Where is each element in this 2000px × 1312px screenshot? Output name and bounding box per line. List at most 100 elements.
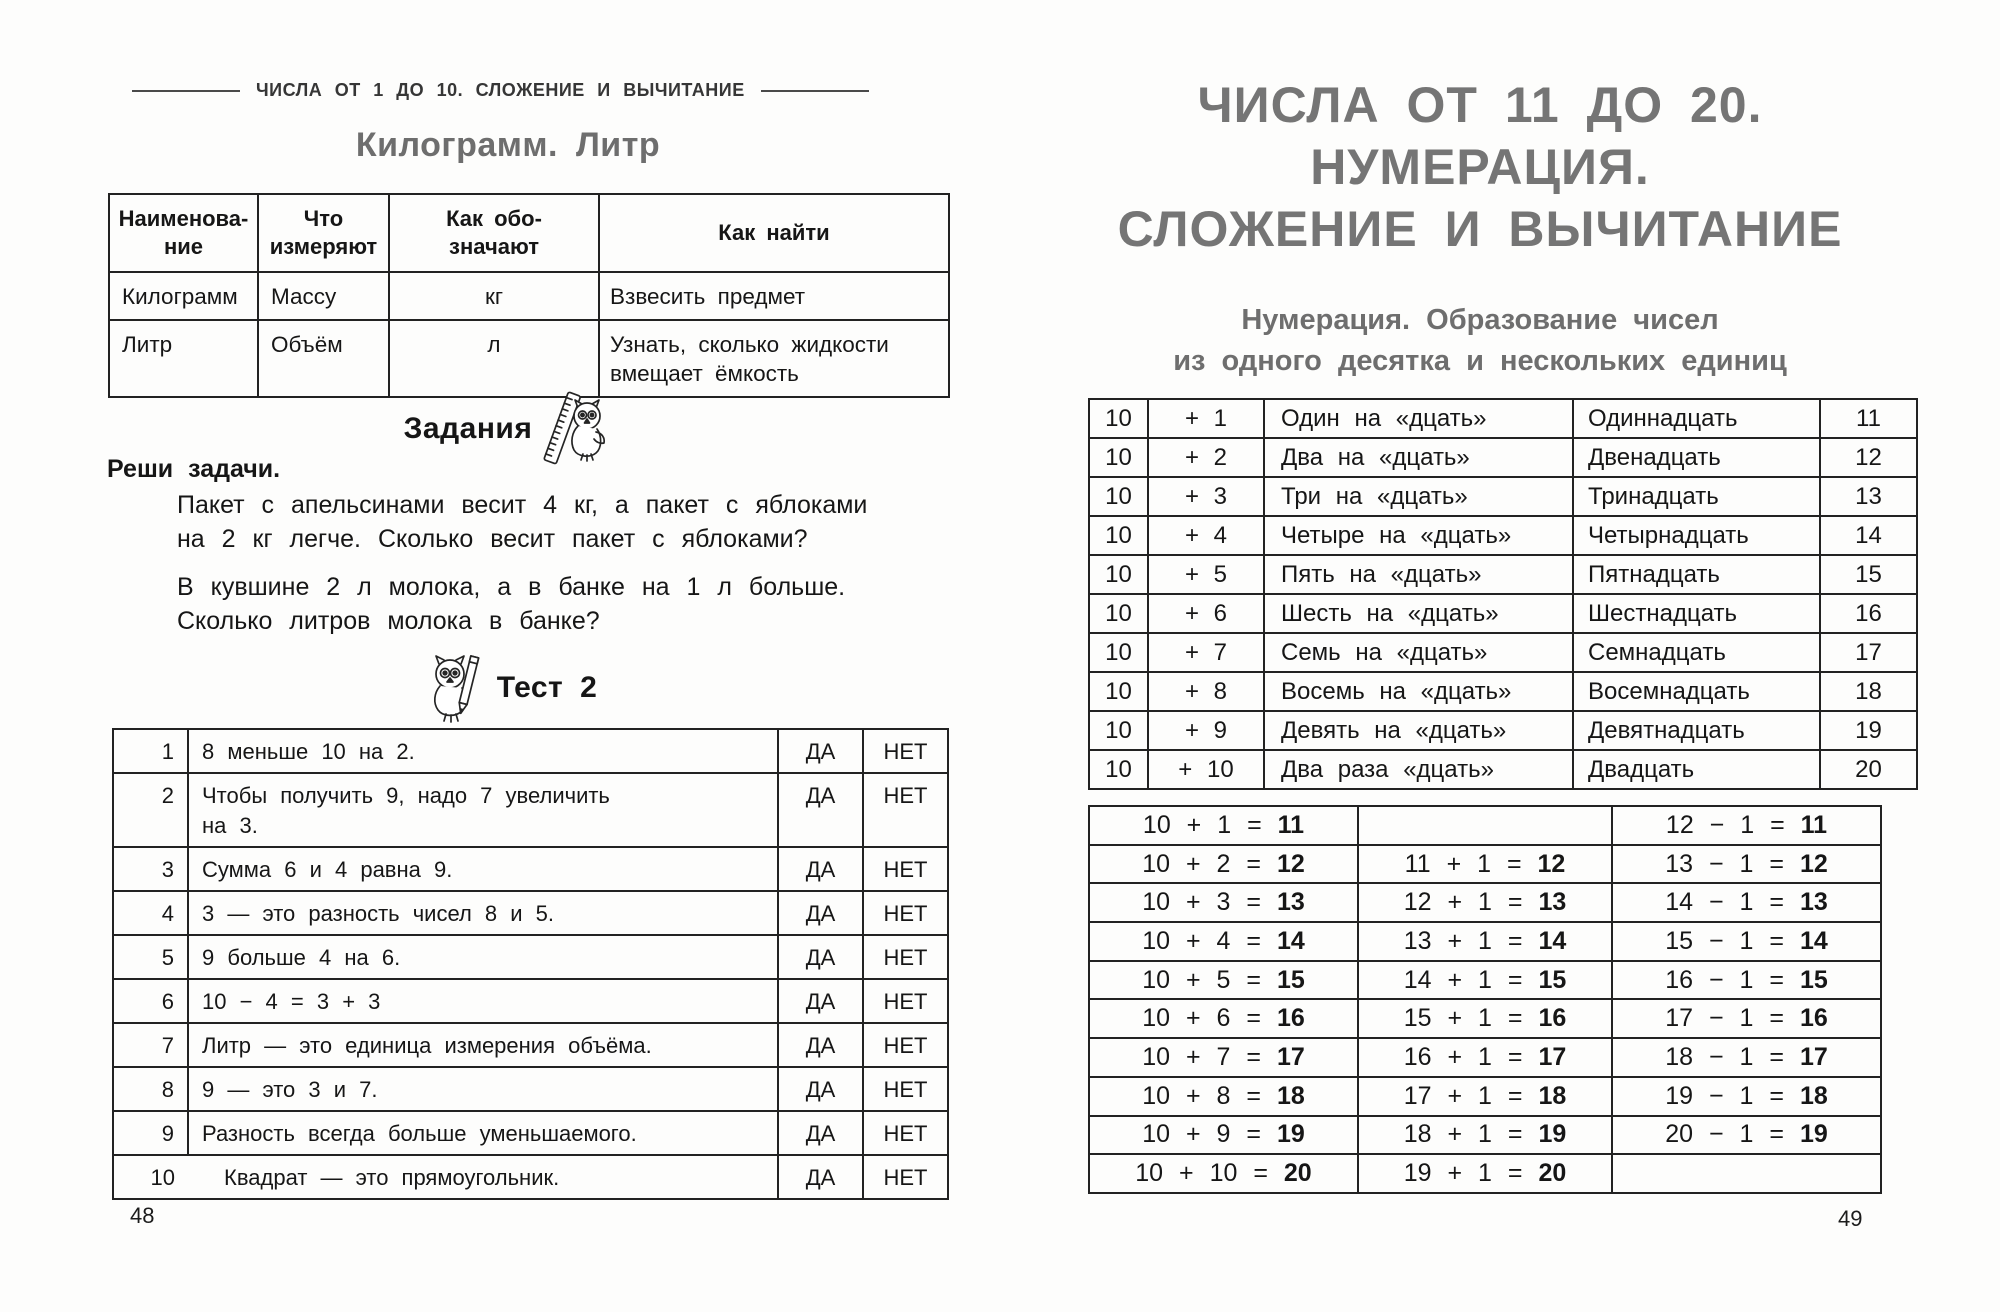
numeration-cell: Четыре на «дцать» [1263,515,1574,556]
numeration-cell: 12 [1819,437,1918,478]
equations-table: 10 + 1 = 11 12 − 1 = 11 10 + 2 = 12 11 + 1 … [1088,805,1882,1194]
numeration-row: 10 + 8 Восемь на «дцать» Восемнадцать 18 [1088,671,1918,712]
test-row-number: 5 [112,934,189,980]
equation-cell: 18 + 1 = 19 [1357,1114,1613,1156]
numeration-cell: Пятнадцать [1572,554,1821,595]
test-row-number: 8 [112,1066,189,1112]
numeration-cell: Семь на «дцать» [1263,632,1574,673]
equation-cell: 11 + 1 = 12 [1357,843,1613,885]
numeration-cell: 11 [1819,398,1918,439]
yes-cell: ДА [777,890,864,936]
measures-cell: Взвесить предмет [598,271,950,321]
numeration-row: 10 + 7 Семь на «дцать» Семнадцать 17 [1088,632,1918,673]
measures-header-cell: Что измеряют [257,193,390,273]
equation-cell: 15 + 1 = 16 [1357,998,1613,1040]
numeration-cell: Девять на «дцать» [1263,710,1574,751]
no-cell: НЕТ [862,890,949,936]
numeration-cell: Двадцать [1572,749,1821,790]
test-row-number: 10 [112,1154,188,1200]
test-row: 9 Разность всегда больше уменьшаемого. ДА Н… [112,1110,949,1156]
equation-cell: 14 + 1 = 15 [1357,959,1613,1001]
equations-row: 10 + 7 = 17 16 + 1 = 17 18 − 1 = 17 [1088,1037,1882,1078]
test-row-number: 4 [112,890,189,936]
equations-row: 10 + 1 = 11 12 − 1 = 11 [1088,805,1882,846]
test-statement: Сумма 6 и 4 равна 9. [187,846,779,892]
no-cell: НЕТ [862,934,949,980]
test-row-number: 1 [112,728,189,774]
equation-cell: 10 + 4 = 14 [1088,921,1359,962]
owl-pencil-icon [433,655,480,723]
numeration-cell: + 9 [1147,710,1265,751]
numeration-cell: Три на «дцать» [1263,476,1574,517]
tasks-heading: Задания [403,412,533,445]
test-statement: 9 больше 4 на 6. [187,934,779,980]
yes-cell: ДА [777,934,864,980]
numeration-cell: Двенадцать [1572,437,1821,478]
test-row-number: 9 [112,1110,189,1156]
no-cell: НЕТ [862,978,949,1024]
measures-header-row: Наименова- ние Что измеряют Как обо- знача… [108,193,950,273]
test-row-number: 6 [112,978,189,1024]
measures-header-cell: Наименова- ние [108,193,259,273]
test-statement: 10 − 4 = 3 + 3 [187,978,779,1024]
measures-cell: Объём [257,319,390,398]
running-head: ЧИСЛА ОТ 1 ДО 10. СЛОЖЕНИЕ И ВЫЧИТАНИЕ [132,80,869,101]
equation-cell: 20 − 1 = 19 [1611,1114,1882,1156]
equation-cell: 13 + 1 = 14 [1357,921,1613,962]
task-paragraph: В кувшине 2 л молока, а в банке на 1 л б… [177,573,846,635]
running-head-title: ЧИСЛА ОТ 1 ДО 10. СЛОЖЕНИЕ И ВЫЧИТАНИЕ [256,80,745,100]
numeration-cell: Два раза «дцать» [1263,749,1574,790]
equation-cell: 18 − 1 = 17 [1611,1037,1882,1078]
equation-cell: 12 − 1 = 11 [1611,805,1882,846]
numeration-cell: 20 [1819,749,1918,790]
measures-cell: Массу [257,271,390,321]
numeration-cell: + 8 [1147,671,1265,712]
running-head-rule-left [132,89,240,92]
no-cell: НЕТ [862,1154,949,1200]
numeration-cell: Один на «дцать» [1263,398,1574,439]
equation-cell: 10 + 5 = 15 [1088,959,1359,1001]
tasks-list: Пакет с апельсинами весит 4 кг, а пакет … [177,488,869,652]
numeration-cell: Девятнадцать [1572,710,1821,751]
numeration-cell: + 6 [1147,593,1265,634]
measures-header-cell: Как обо- значают [388,193,600,273]
numeration-cell: 19 [1819,710,1918,751]
task-paragraph: Пакет с апельсинами весит 4 кг, а пакет … [177,491,868,553]
measures-cell: Литр [108,319,259,398]
numeration-cell: Пять на «дцать» [1263,554,1574,595]
test-statement: 8 меньше 10 на 2. [187,728,779,774]
equation-cell: 10 + 1 = 11 [1088,805,1359,846]
measures-row: Литр Объём л Узнать, сколько жидкости вмеща… [108,319,950,398]
equations-row: 10 + 9 = 19 18 + 1 = 19 20 − 1 = 19 [1088,1114,1882,1156]
equation-cell: 10 + 3 = 13 [1088,882,1359,924]
numeration-cell: 17 [1819,632,1918,673]
equation-cell [1611,1153,1882,1194]
chapter-subtitle-line: Нумерация. Образование чисел [1241,304,1719,336]
numeration-cell: Одиннадцать [1572,398,1821,439]
equations-row: 10 + 2 = 12 11 + 1 = 12 13 − 1 = 12 [1088,843,1882,885]
numeration-cell: 15 [1819,554,1918,595]
solve-tasks-label: Реши задачи. [107,455,281,483]
yes-cell: ДА [777,1022,864,1068]
numeration-cell: + 1 [1147,398,1265,439]
no-cell: НЕТ [862,1022,949,1068]
test-statement: Чтобы получить 9, надо 7 увеличить на 3. [187,772,779,848]
equations-row: 10 + 6 = 16 15 + 1 = 16 17 − 1 = 16 [1088,998,1882,1040]
numeration-cell: Четырнадцать [1572,515,1821,556]
test-row: 2 Чтобы получить 9, надо 7 увеличить на 3… [112,772,949,848]
measures-row: Килограмм Массу кг Взвесить предмет [108,271,950,321]
equation-cell: 10 + 10 = 20 [1088,1153,1359,1194]
equations-row: 10 + 3 = 13 12 + 1 = 13 14 − 1 = 13 [1088,882,1882,924]
yes-cell: ДА [777,1110,864,1156]
equation-cell: 10 + 7 = 17 [1088,1037,1359,1078]
running-head-rule-right [760,89,869,92]
numeration-row: 10 + 6 Шесть на «дцать» Шестнадцать 16 [1088,593,1918,634]
owl-ruler-icon [543,391,606,465]
numeration-cell: Шесть на «дцать» [1263,593,1574,634]
numeration-row: 10 + 5 Пять на «дцать» Пятнадцать 15 [1088,554,1918,595]
numeration-cell: Тринадцать [1572,476,1821,517]
equation-cell: 17 + 1 = 18 [1357,1075,1613,1117]
